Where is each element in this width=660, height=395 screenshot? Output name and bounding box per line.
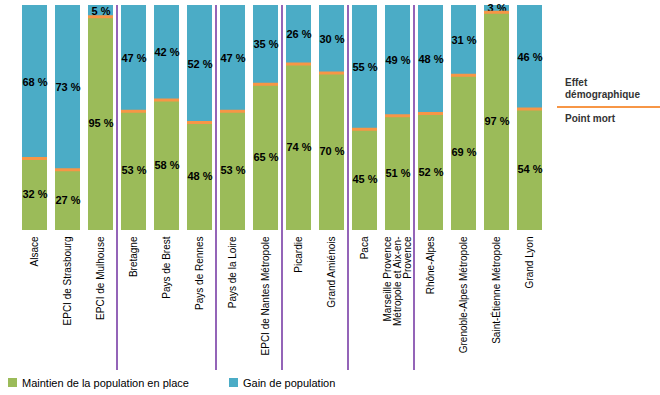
html-text:Point mort: Point mort xyxy=(565,113,615,124)
svg-text:26 %: 26 % xyxy=(286,28,311,40)
svg-text:Marseille ProvenceMétropole et: Marseille ProvenceMétropole et Aix-en-Pr… xyxy=(382,236,413,326)
svg-text:52 %: 52 % xyxy=(418,166,443,178)
svg-text:51 %: 51 % xyxy=(385,167,410,179)
svg-text:95 %: 95 % xyxy=(88,117,113,129)
svg-text:3 %: 3 % xyxy=(487,2,507,15)
svg-text:Pays de Rennes: Pays de Rennes xyxy=(194,237,205,310)
svg-text:68 %: 68 % xyxy=(22,76,47,88)
svg-text:Pays de Brest: Pays de Brest xyxy=(161,236,172,298)
svg-text:Rhône-Alpes: Rhône-Alpes xyxy=(425,237,436,295)
svg-text:70 %: 70 % xyxy=(319,145,344,157)
svg-text:Paca: Paca xyxy=(359,236,370,259)
svg-text:Grand Amiénois: Grand Amiénois xyxy=(326,237,337,308)
svg-text:54 %: 54 % xyxy=(517,163,542,175)
svg-text:47 %: 47 % xyxy=(121,52,146,64)
svg-text:Pays de la Loire: Pays de la Loire xyxy=(227,236,238,308)
svg-text:65 %: 65 % xyxy=(253,151,278,163)
svg-text:30 %: 30 % xyxy=(319,33,344,45)
svg-text:32 %: 32 % xyxy=(22,188,47,200)
svg-text:48 %: 48 % xyxy=(187,170,212,182)
svg-text:58 %: 58 % xyxy=(154,159,179,171)
svg-text:97 %: 97 % xyxy=(484,115,509,127)
svg-text:47 %: 47 % xyxy=(220,52,245,64)
svg-text:48 %: 48 % xyxy=(418,53,443,65)
svg-text:Grand Lyon: Grand Lyon xyxy=(524,237,535,289)
svg-text:5 %: 5 % xyxy=(92,5,111,17)
svg-text:74 %: 74 % xyxy=(286,141,311,153)
svg-text:EPCI de Mulhouse: EPCI de Mulhouse xyxy=(95,236,106,320)
svg-text:Bretagne: Bretagne xyxy=(128,236,139,277)
html-text:Maintien de la population en p: Maintien de la population en place xyxy=(22,376,189,389)
html-text:Effet démographique: Effet démographique xyxy=(565,77,640,100)
html-text:Gain de population: Gain de population xyxy=(243,376,336,389)
svg-text:53 %: 53 % xyxy=(220,164,245,176)
svg-text:31 %: 31 % xyxy=(451,34,476,46)
svg-text:EPCI de Strasbourg: EPCI de Strasbourg xyxy=(62,237,73,326)
svg-text:46 %: 46 % xyxy=(517,51,542,63)
svg-text:69 %: 69 % xyxy=(451,146,476,158)
svg-text:Grenoble-Alpes Métropole: Grenoble-Alpes Métropole xyxy=(458,236,469,353)
svg-text:73 %: 73 % xyxy=(55,81,80,93)
svg-text:35 %: 35 % xyxy=(253,38,278,50)
svg-text:EPCI de Nantes Métropole: EPCI de Nantes Métropole xyxy=(260,236,271,355)
svg-text:42 %: 42 % xyxy=(154,46,179,58)
svg-text:27 %: 27 % xyxy=(55,194,80,206)
svg-text:53 %: 53 % xyxy=(121,164,146,176)
svg-text:Picardie: Picardie xyxy=(293,236,304,273)
svg-text:Alsace: Alsace xyxy=(29,236,40,266)
svg-text:49 %: 49 % xyxy=(385,54,410,66)
svg-text:45 %: 45 % xyxy=(352,173,377,185)
svg-text:55 %: 55 % xyxy=(352,61,377,73)
svg-text:52 %: 52 % xyxy=(187,58,212,70)
svg-text:Saint-Étienne Métropole: Saint-Étienne Métropole xyxy=(490,236,502,344)
